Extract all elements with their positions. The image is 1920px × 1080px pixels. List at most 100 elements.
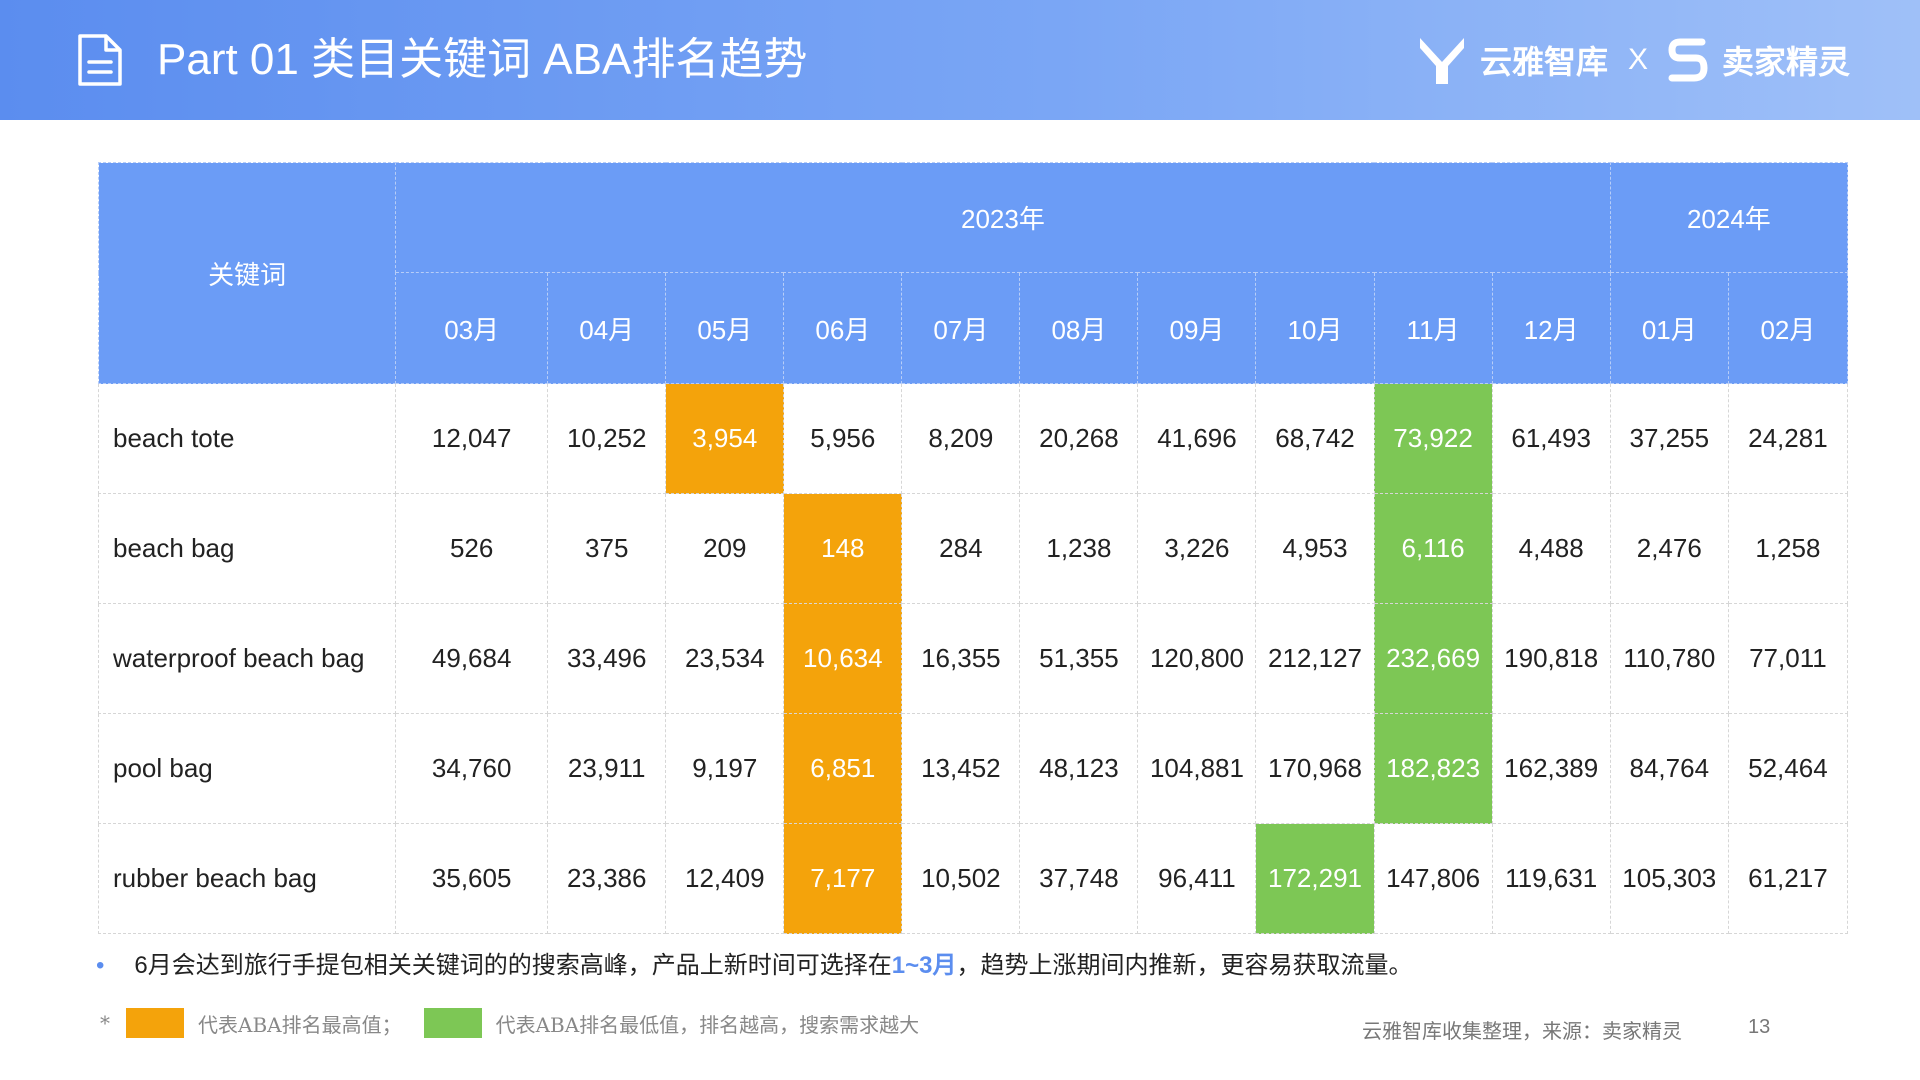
value-cell: 48,123 (1019, 713, 1139, 824)
table-row: rubber beach bag 35,605 23,386 12,409 7,177 1… (97, 823, 1849, 934)
maijia-logo-icon (1668, 38, 1708, 82)
legend-lowest-label: 代表ABA排名最低值，排名越高，搜索需求越大 (495, 1012, 920, 1037)
value-cell: 162,389 (1491, 713, 1611, 824)
value-cell: 190,818 (1491, 603, 1611, 714)
value-cell: 12,047 (395, 383, 549, 494)
month-header-7: 10月 (1255, 272, 1375, 384)
month-header-1: 04月 (547, 272, 667, 384)
keyword-cell: pool bag (97, 713, 397, 824)
value-cell: 52,464 (1727, 713, 1849, 824)
page-title: Part 01 类目关键词 ABA排名趋势 (157, 35, 808, 84)
note-text-before: 6月会达到旅行手提包相关关键词的的搜索高峰，产品上新时间可选择在 (134, 952, 892, 979)
value-cell: 1,238 (1019, 493, 1139, 604)
value-cell: 49,684 (395, 603, 549, 714)
value-cell-highest: 3,954 (665, 383, 785, 494)
value-cell: 3,226 (1137, 493, 1257, 604)
value-cell: 4,953 (1255, 493, 1375, 604)
value-cell: 68,742 (1255, 383, 1375, 494)
value-cell: 1,258 (1727, 493, 1849, 604)
keyword-header: 关键词 (97, 162, 397, 384)
month-header-9: 12月 (1491, 272, 1611, 384)
month-header-11: 02月 (1727, 272, 1849, 384)
value-cell: 33,496 (547, 603, 667, 714)
insight-note: • 6月会达到旅行手提包相关关键词的的搜索高峰，产品上新时间可选择在1~3月，趋势… (96, 945, 1412, 980)
value-cell-highest: 6,851 (783, 713, 903, 824)
value-cell: 10,252 (547, 383, 667, 494)
value-cell-lowest: 232,669 (1373, 603, 1493, 714)
value-cell: 37,748 (1019, 823, 1139, 934)
legend-lowest-swatch (423, 1008, 482, 1038)
yunya-logo-icon (1419, 38, 1464, 84)
value-cell: 5,956 (783, 383, 903, 494)
value-cell: 170,968 (1255, 713, 1375, 824)
table-row: waterproof beach bag 49,684 33,496 23,534 10… (97, 603, 1849, 714)
value-cell: 10,502 (901, 823, 1021, 934)
value-cell: 104,881 (1137, 713, 1257, 824)
value-cell: 105,303 (1609, 823, 1729, 934)
value-cell: 375 (547, 493, 667, 604)
page-number: 13 (1748, 1016, 1771, 1038)
value-cell: 61,493 (1491, 383, 1611, 494)
table-row: beach tote 12,047 10,252 3,954 5,956 8,209 20,… (97, 383, 1849, 494)
month-header-5: 08月 (1019, 272, 1139, 384)
value-cell-highest: 7,177 (783, 823, 903, 934)
value-cell: 23,386 (547, 823, 667, 934)
note-text-after: ，趋势上涨期间内推新，更容易获取流量。 (956, 952, 1413, 979)
legend-highest-swatch (126, 1008, 184, 1038)
brand-right-name: 卖家精灵 (1721, 44, 1850, 80)
value-cell: 4,488 (1491, 493, 1611, 604)
value-cell: 2,476 (1609, 493, 1729, 604)
value-cell: 51,355 (1019, 603, 1139, 714)
value-cell: 8,209 (901, 383, 1021, 494)
value-cell: 13,452 (901, 713, 1021, 824)
value-cell: 9,197 (665, 713, 785, 824)
value-cell: 209 (665, 493, 785, 604)
value-cell-lowest: 172,291 (1255, 823, 1375, 934)
keyword-cell: beach bag (97, 493, 397, 604)
brand-separator: X (1627, 43, 1648, 76)
value-cell: 284 (901, 493, 1021, 604)
brand-logos: 云雅智库 X 卖家精灵 (1418, 32, 1850, 88)
value-cell: 37,255 (1609, 383, 1729, 494)
keyword-cell: rubber beach bag (97, 823, 397, 934)
legend-highest-label: 代表ABA排名最高值； (198, 1012, 402, 1037)
aba-ranking-table: 关键词 2023年 2024年 03月 04月 05月 06月 07月 08月 09月 10月 1… (97, 162, 1849, 934)
month-header-0: 03月 (395, 272, 549, 384)
month-header-10: 01月 (1609, 272, 1729, 384)
month-header-6: 09月 (1137, 272, 1257, 384)
source-note: 云雅智库收集整理，来源：卖家精灵 (1362, 1019, 1682, 1043)
table-row: beach bag 526 375 209 148 284 1,238 3,226 4,953 6… (97, 493, 1849, 604)
value-cell-lowest: 6,116 (1373, 493, 1493, 604)
value-cell: 23,534 (665, 603, 785, 714)
legend-star: * (100, 1011, 110, 1035)
month-header-4: 07月 (901, 272, 1021, 384)
month-header-2: 05月 (665, 272, 785, 384)
year-header-1: 2024年 (1609, 162, 1849, 273)
month-header-8: 11月 (1373, 272, 1493, 384)
value-cell-lowest: 182,823 (1373, 713, 1493, 824)
value-cell: 526 (395, 493, 549, 604)
value-cell: 12,409 (665, 823, 785, 934)
value-cell: 41,696 (1137, 383, 1257, 494)
value-cell: 84,764 (1609, 713, 1729, 824)
value-cell: 23,911 (547, 713, 667, 824)
value-cell: 147,806 (1373, 823, 1493, 934)
year-header-0: 2023年 (395, 162, 1611, 273)
value-cell: 35,605 (395, 823, 549, 934)
month-header-3: 06月 (783, 272, 903, 384)
document-icon (78, 34, 122, 86)
note-highlight: 1~3月 (891, 952, 957, 979)
legend: * 代表ABA排名最高值； 代表ABA排名最低值，排名越高，搜索需求越大 (100, 1008, 919, 1038)
brand-left-name: 云雅智库 (1479, 44, 1608, 80)
value-cell: 20,268 (1019, 383, 1139, 494)
value-cell: 16,355 (901, 603, 1021, 714)
table-row: pool bag 34,760 23,911 9,197 6,851 13,452 48,1… (97, 713, 1849, 824)
value-cell-highest: 10,634 (783, 603, 903, 714)
header-band: Part 01 类目关键词 ABA排名趋势 云雅智库 X 卖家精灵 (0, 0, 1920, 120)
value-cell-lowest: 73,922 (1373, 383, 1493, 494)
value-cell: 77,011 (1727, 603, 1849, 714)
value-cell: 61,217 (1727, 823, 1849, 934)
value-cell: 120,800 (1137, 603, 1257, 714)
value-cell: 34,760 (395, 713, 549, 824)
value-cell-highest: 148 (783, 493, 903, 604)
